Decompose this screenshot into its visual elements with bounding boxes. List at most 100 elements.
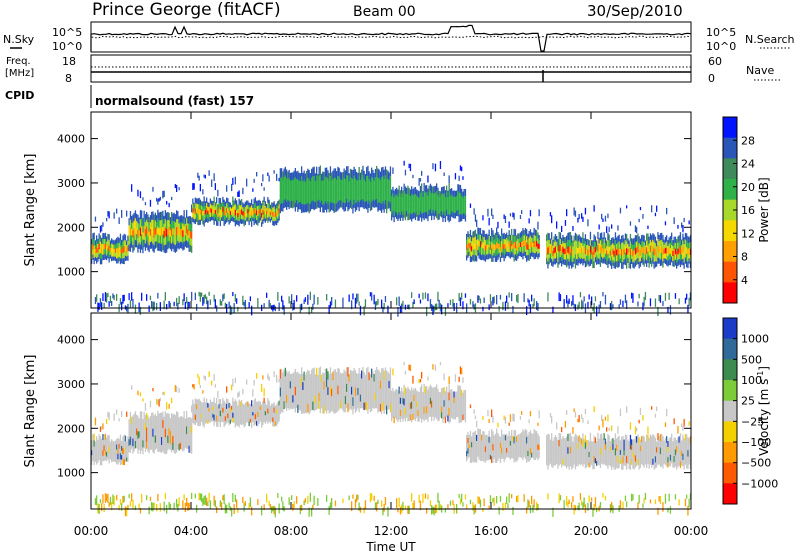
- power-cell: [108, 211, 110, 219]
- velocity-cell: [373, 495, 375, 502]
- power-cell: [132, 214, 134, 223]
- power-cell: [426, 204, 428, 213]
- velocity-cell: [396, 498, 398, 508]
- power-cell: [121, 239, 123, 245]
- power-cell: [456, 195, 458, 202]
- power-cell: [301, 194, 303, 204]
- velocity-cell: [408, 407, 410, 415]
- velocity-cell: [311, 401, 313, 411]
- power-cell: [244, 219, 246, 225]
- velocity-cell: [232, 412, 234, 418]
- velocity-cell: [242, 407, 244, 413]
- power-cell: [219, 198, 221, 205]
- velocity-cell: [537, 433, 539, 440]
- velocity-cell: [203, 409, 205, 416]
- velocity-cell: [499, 457, 502, 464]
- velocity-cell: [396, 401, 398, 408]
- velocity-cell: [448, 415, 450, 424]
- power-cell: [683, 243, 685, 251]
- power-cell: [637, 257, 639, 265]
- power-cell: [211, 200, 213, 206]
- velocity-cell: [463, 407, 465, 415]
- power-cell: [516, 235, 518, 241]
- power-cell: [418, 178, 420, 186]
- velocity-cell: [217, 417, 219, 423]
- power-cell: [161, 219, 163, 229]
- velocity-cell: [434, 386, 437, 394]
- power-cell: [192, 183, 194, 190]
- power-echo-cells: [91, 160, 692, 317]
- power-cell: [387, 170, 389, 179]
- power-cell: [93, 232, 95, 240]
- power-cell: [671, 244, 673, 251]
- power-cell: [286, 185, 288, 194]
- power-cell: [116, 252, 118, 259]
- velocity-cell: [217, 390, 219, 399]
- power-cell: [516, 255, 518, 261]
- nave-tick-top: 60: [708, 55, 722, 68]
- power-cell: [497, 231, 499, 238]
- power-cell: [478, 228, 480, 235]
- velocity-cell: [523, 446, 525, 452]
- velocity-cell: [162, 435, 164, 444]
- power-cell: [152, 235, 154, 244]
- power-cell: [352, 195, 354, 205]
- power-cell: [107, 238, 109, 244]
- power-cell: [323, 188, 325, 197]
- power-cell: [262, 205, 264, 211]
- velocity-cell: [233, 418, 235, 424]
- power-cell: [98, 238, 100, 244]
- power-cell: [192, 207, 194, 213]
- power-cell: [272, 202, 274, 208]
- power-cell: [98, 243, 100, 249]
- velocity-cell: [206, 497, 208, 506]
- power-cell: [176, 210, 178, 220]
- velocity-cell: [413, 412, 415, 420]
- power-cell: [673, 242, 675, 250]
- power-cell: [261, 212, 263, 218]
- velocity-cell: [332, 371, 334, 381]
- power-cell: [459, 165, 462, 171]
- power-cell: [502, 301, 504, 311]
- velocity-cell: [386, 370, 388, 380]
- velocity-cell: [201, 413, 203, 419]
- velocity-cell: [308, 379, 310, 389]
- power-cell: [668, 237, 670, 244]
- velocity-cell: [207, 501, 209, 507]
- velocity-cell: [238, 405, 240, 411]
- velocity-cell: [257, 401, 259, 408]
- power-cell: [196, 203, 198, 209]
- power-cell: [182, 229, 184, 237]
- velocity-cell: [389, 385, 392, 395]
- velocity-cell: [286, 402, 288, 411]
- power-cell: [143, 210, 145, 219]
- power-cell: [303, 178, 305, 188]
- power-cell: [217, 208, 219, 214]
- power-cell: [558, 231, 560, 239]
- y-tick-label: 4000: [57, 133, 85, 146]
- power-cell: [171, 196, 173, 201]
- power-cell: [392, 210, 394, 218]
- power-cell: [564, 259, 567, 266]
- power-cell: [454, 196, 457, 203]
- power-cell: [528, 299, 530, 307]
- power-cell: [451, 188, 453, 195]
- velocity-cell: [347, 367, 349, 377]
- power-cell: [684, 297, 687, 304]
- velocity-cell: [266, 418, 268, 422]
- velocity-cell: [517, 495, 519, 503]
- power-cell: [462, 213, 464, 220]
- power-cell: [388, 179, 390, 188]
- velocity-cell: [439, 504, 442, 510]
- velocity-cell: [178, 436, 180, 444]
- velocity-cell: [322, 396, 324, 406]
- velocity-cell: [204, 495, 206, 505]
- power-cell: [532, 242, 534, 248]
- power-cell: [483, 230, 485, 238]
- velocity-cell: [512, 435, 514, 441]
- power-cell: [161, 211, 163, 221]
- power-cell: [97, 247, 99, 253]
- power-cell: [387, 193, 389, 202]
- power-cell: [559, 232, 562, 239]
- velocity-cell: [131, 493, 133, 502]
